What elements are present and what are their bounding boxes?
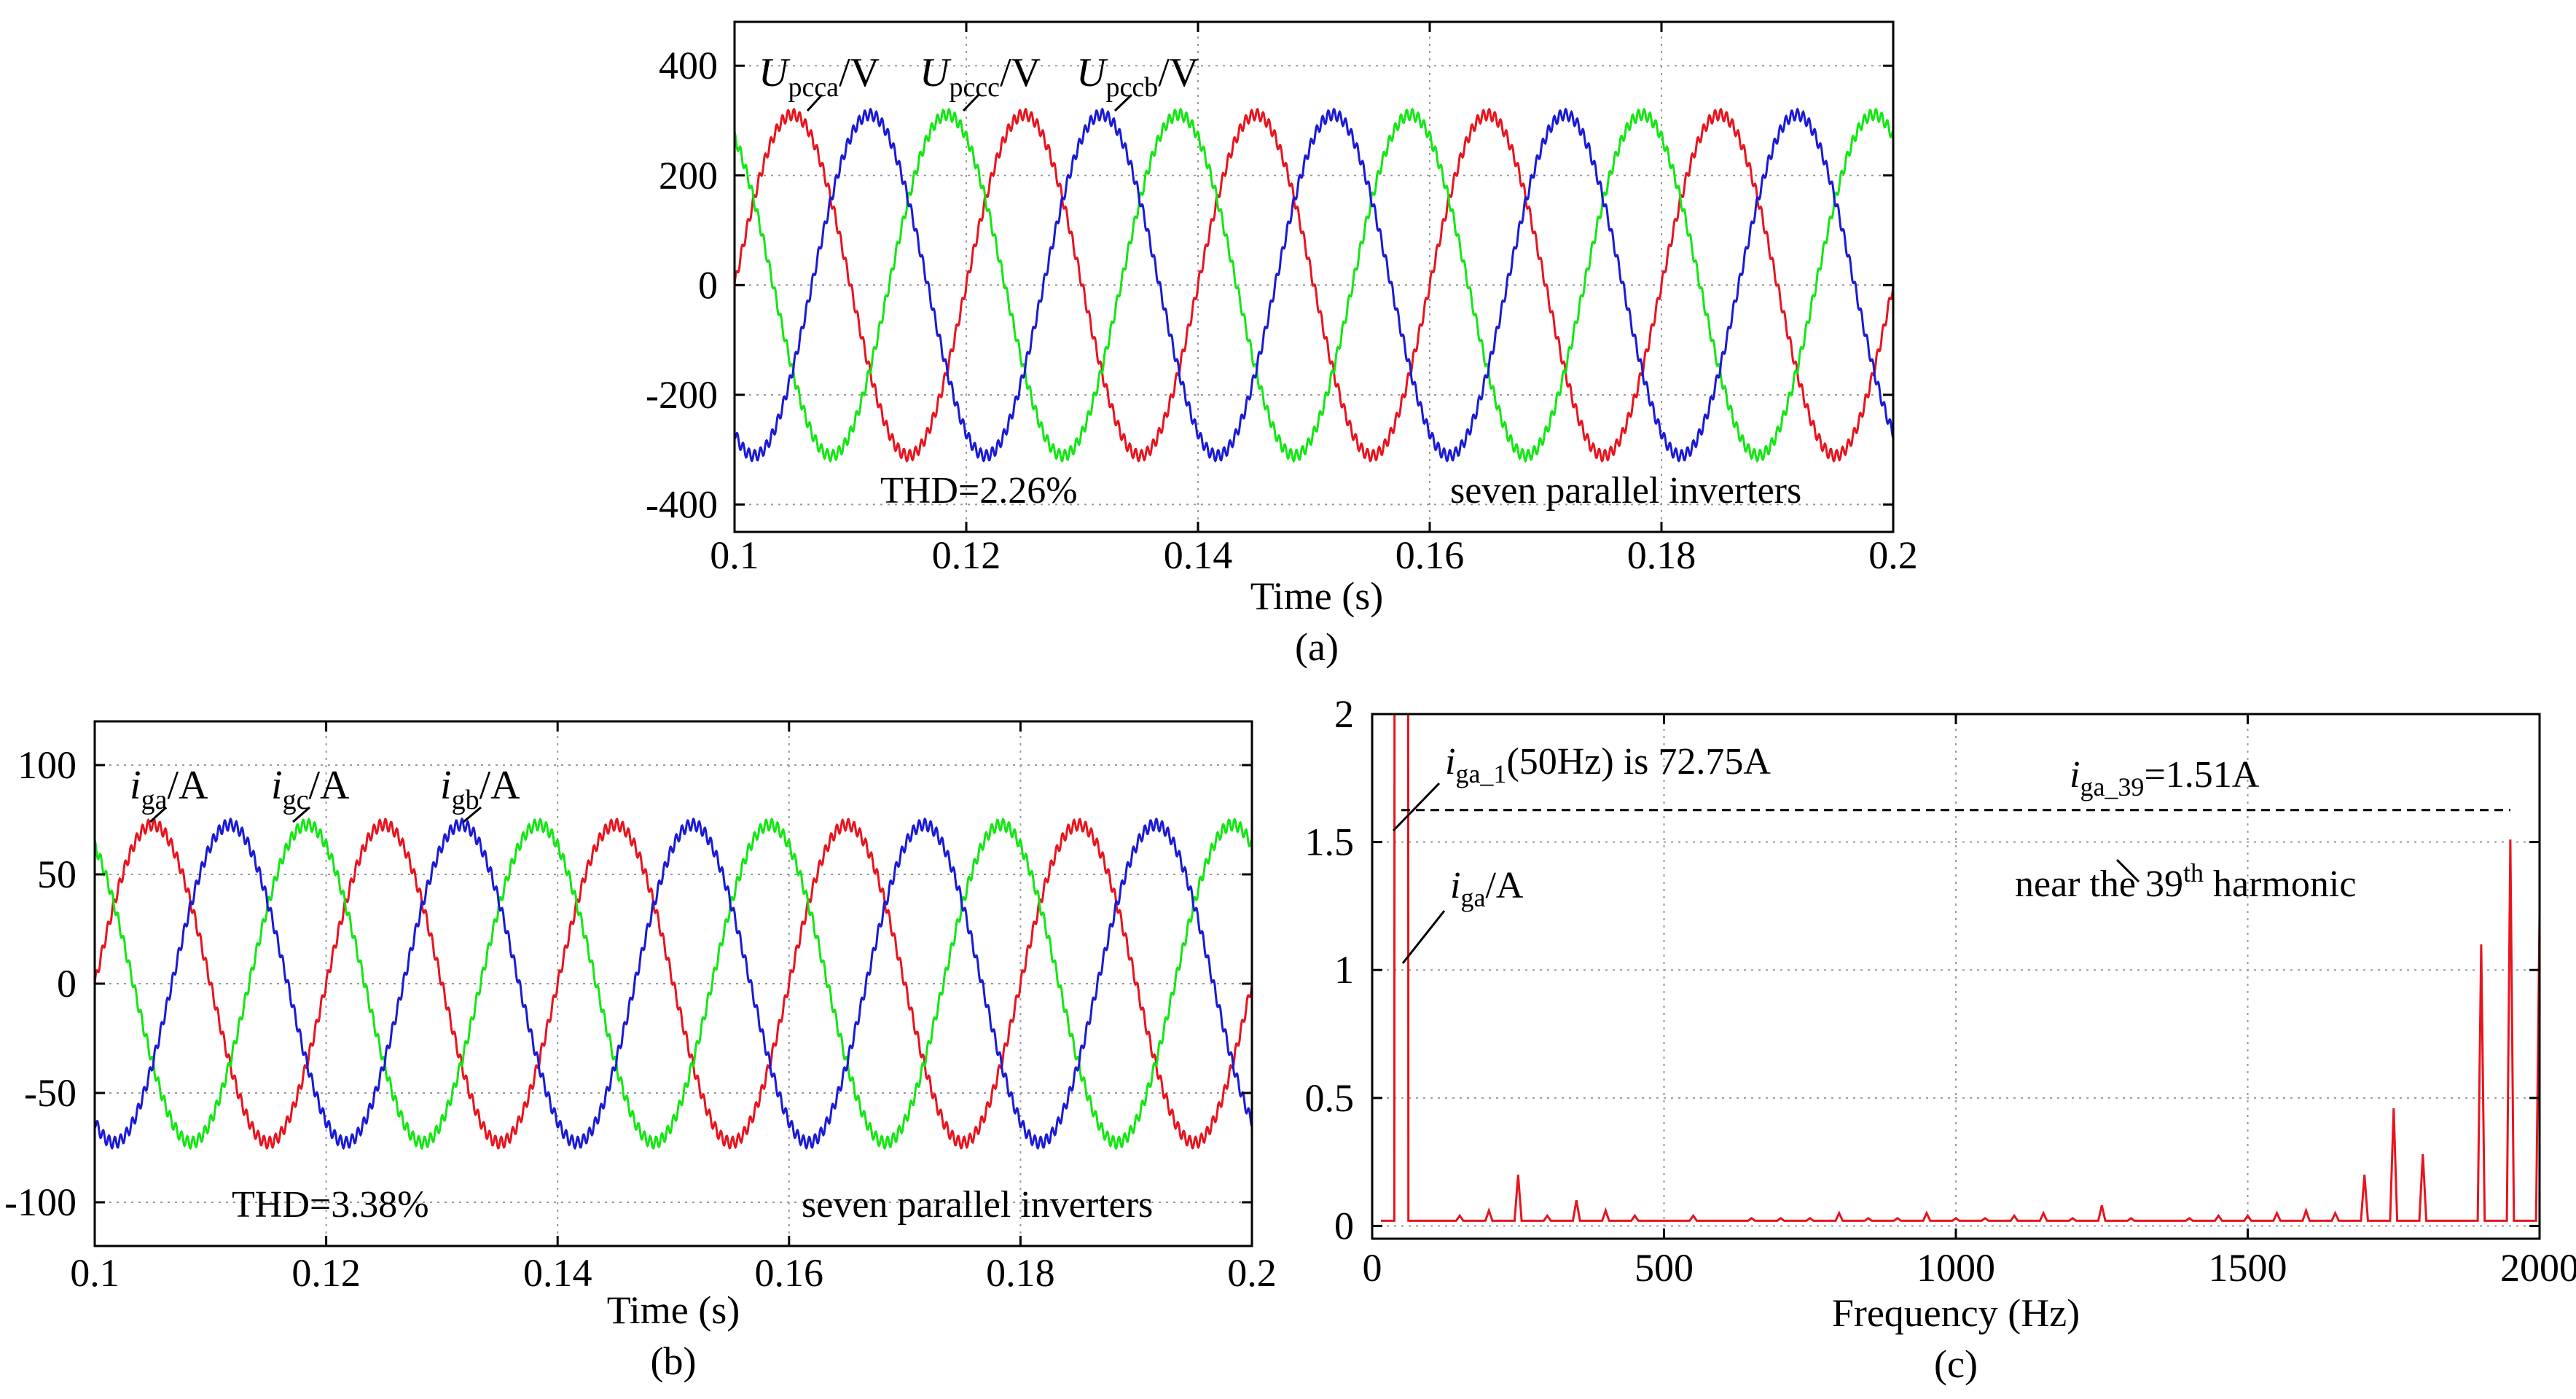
chart-a-frame [733,20,1895,533]
x-tick-label: 0.1 [70,1251,120,1295]
x-tick-label: 0.14 [1164,533,1233,577]
chart-a-caption: (a) [1295,625,1339,669]
series-line-u-pcca-v [733,107,1895,463]
series-line-i-gc-a [93,817,1253,1151]
x-tick-label: 1000 [1917,1246,1995,1290]
chart-a-series-label-pccc: Upccc/V [920,50,1041,112]
chart-a-thd: THD=2.26% [880,470,1078,512]
svg-text:iga_39=1.51A: iga_39=1.51A [2070,754,2260,802]
chart-b-tick-labels: 0.1 0.12 0.14 0.16 0.18 0.2 -100 -50 0 50 100 [4,743,1277,1295]
chart-b-caption: (b) [651,1339,697,1383]
chart-c-tick-labels: 0 500 1000 1500 2000 0 0.5 1 1.5 2 [1305,692,2576,1290]
chart-c-fundamental-annotation: iga_1(50Hz) is 72.75A [1392,741,1771,832]
y-tick-label: 2 [1334,692,1354,736]
series-line-i-gb-a [94,817,1253,1151]
chart-b: 0.1 0.12 0.14 0.16 0.18 0.2 -100 -50 0 50 100 iga/… [4,720,1277,1383]
chart-c: 0 500 1000 1500 2000 0 0.5 1 1.5 2 iga_1(50Hz) is… [1305,692,2576,1386]
x-tick-label: 0.18 [1627,533,1696,577]
chart-b-frame [93,720,1253,1247]
chart-c-series [1381,714,2540,1222]
chart-c-series-label: iga/A [1401,865,1524,964]
chart-b-series [93,817,1253,1151]
chart-b-leader-ga [149,806,168,823]
chart-a-leader-pcca [806,93,823,112]
svg-text:Upcca/V: Upcca/V [759,50,880,103]
chart-c-frame [1371,713,2541,1240]
x-tick-label: 0.16 [1395,533,1465,577]
series-line-u-pccc-v [733,107,1894,463]
chart-c-caption: (c) [1934,1342,1978,1386]
chart-b-series-label-gc: igc/A [271,763,350,823]
svg-text:igc/A: igc/A [271,763,350,815]
x-tick-label: 0 [1363,1246,1382,1290]
chart-a-series-label-pccb: Upccb/V [1076,50,1199,112]
chart-b-note: seven parallel inverters [802,1184,1153,1226]
x-tick-label: 0.1 [710,533,759,577]
svg-text:near the 39th harmonic: near the 39th harmonic [2015,858,2356,905]
x-tick-label: 0.14 [523,1251,592,1295]
x-tick-label: 0.18 [986,1251,1055,1295]
chart-a-leader-pccb [1113,93,1133,112]
chart-b-series-label-ga: iga/A [130,763,208,823]
chart-c-series-leader [1401,910,1446,964]
svg-text:Upccc/V: Upccc/V [920,50,1041,103]
x-tick-label: 0.12 [291,1251,361,1295]
chart-b-leader-gc [292,806,310,823]
y-tick-label: 0 [1334,1204,1354,1247]
chart-c-h39-leader [2115,858,2140,883]
svg-text:igb/A: igb/A [440,763,520,815]
chart-c-grid [1372,714,2540,1239]
y-tick-label: 50 [37,853,77,896]
series-line-u-pccb-v [734,107,1895,463]
chart-b-leader-gb [463,806,482,823]
chart-c-fundamental-leader [1392,782,1441,832]
x-tick-label: 0.2 [1227,1251,1277,1295]
x-tick-label: 2000 [2500,1246,2576,1290]
y-tick-label: -100 [4,1180,77,1224]
y-tick-label: 0.5 [1305,1076,1355,1120]
y-tick-label: 100 [17,743,77,787]
y-tick-label: -50 [24,1071,77,1115]
y-tick-label: 1 [1334,948,1354,992]
chart-a-xlabel: Time (s) [1250,574,1384,618]
x-tick-label: 0.12 [932,533,1001,577]
series-line-i-ga-a [93,818,1253,1150]
x-tick-label: 1500 [2209,1246,2287,1290]
y-tick-label: 0 [57,962,77,1006]
chart-a-tick-labels: 0.1 0.12 0.14 0.16 0.18 0.2 -400 -200 0 200 400 [646,44,1918,577]
chart-c-xlabel: Frequency (Hz) [1832,1291,2080,1335]
y-tick-label: 400 [659,44,718,87]
y-tick-label: 200 [659,154,718,197]
x-tick-label: 0.16 [755,1251,824,1295]
y-tick-label: -200 [646,373,718,417]
svg-text:iga/A: iga/A [1450,865,1524,912]
x-tick-label: 500 [1635,1246,1694,1290]
chart-a-series [733,107,1895,463]
svg-text:Upccb/V: Upccb/V [1076,50,1199,103]
y-tick-label: -400 [646,482,718,526]
svg-text:iga/A: iga/A [130,763,208,815]
chart-a-series-label-pcca: Upcca/V [759,50,880,112]
y-tick-label: 1.5 [1305,820,1355,864]
chart-c-h39-annotation: iga_39=1.51A near the 39th harmonic [2015,754,2356,905]
chart-a-note: seven parallel inverters [1450,470,1801,512]
x-tick-label: 0.2 [1868,533,1918,577]
chart-b-xlabel: Time (s) [607,1288,740,1332]
chart-b-thd: THD=3.38% [232,1184,429,1226]
spectrum-line [1381,714,2540,1222]
chart-b-series-label-gb: igb/A [440,763,520,823]
chart-a-leader-pccc [962,93,980,112]
svg-text:iga_1(50Hz) is 72.75A: iga_1(50Hz) is 72.75A [1445,741,1771,788]
y-tick-label: 0 [698,263,718,307]
chart-a: 0.1 0.12 0.14 0.16 0.18 0.2 -400 -200 0 200 400 Up… [646,20,1918,669]
